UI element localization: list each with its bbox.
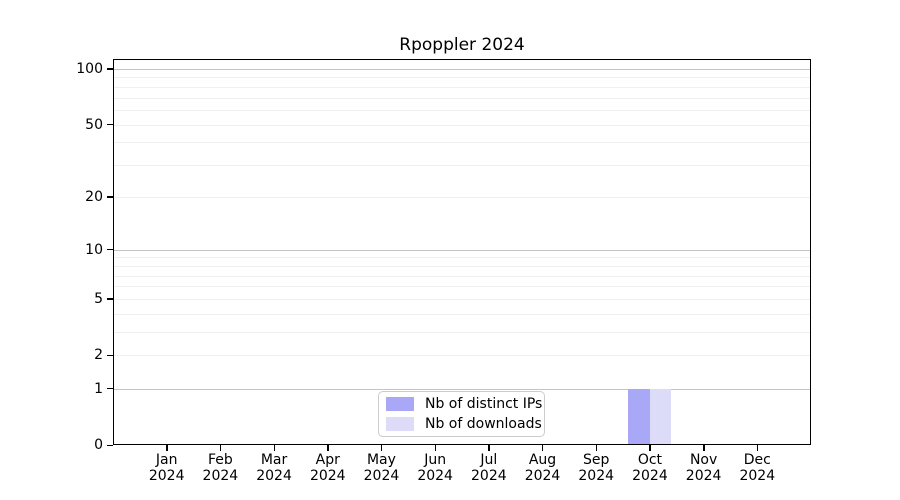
x-tick-mark	[595, 445, 598, 451]
x-tick-month: Oct	[637, 452, 663, 468]
x-tick-label: May 2024	[345, 452, 417, 484]
x-tick-label: Feb 2024	[184, 452, 256, 484]
x-tick-mark	[327, 445, 329, 451]
legend-label-distinct-ips: Nb of distinct IPs	[425, 396, 543, 412]
y-tick-mark	[107, 444, 113, 446]
x-tick-label: Sep 2024	[560, 452, 632, 484]
y-minor-gridline	[114, 355, 810, 357]
x-tick-year: 2024	[363, 468, 400, 484]
x-tick-label: Apr 2024	[292, 452, 364, 484]
x-tick-year: 2024	[148, 468, 185, 484]
x-tick-month: Mar	[260, 452, 288, 468]
legend-label-downloads: Nb of downloads	[425, 416, 542, 432]
chart-title: Rpoppler 2024	[399, 35, 525, 55]
y-minor-gridline	[114, 86, 810, 88]
y-tick-label: 2	[94, 347, 103, 364]
x-tick-year: 2024	[202, 468, 239, 484]
y-tick-mark	[107, 249, 113, 251]
x-tick-mark	[756, 445, 759, 451]
x-tick-year: 2024	[256, 468, 292, 484]
bar-downloads	[649, 388, 672, 444]
y-minor-gridline	[114, 332, 810, 334]
y-tick-mark	[107, 298, 113, 300]
x-tick-mark	[649, 445, 651, 451]
y-minor-gridline	[114, 313, 810, 315]
y-minor-gridline	[114, 298, 810, 300]
y-minor-gridline	[114, 77, 810, 79]
x-tick-label: Jan 2024	[131, 452, 203, 484]
x-tick-mark	[273, 445, 275, 451]
y-tick-mark	[107, 354, 113, 357]
x-tick-mark	[434, 445, 437, 451]
x-tick-label: Dec 2024	[721, 452, 793, 484]
x-tick-year: 2024	[739, 468, 776, 484]
legend-swatch-downloads	[386, 417, 414, 431]
x-tick-mark	[703, 445, 705, 451]
y-minor-gridline	[114, 97, 810, 99]
x-tick-year: 2024	[524, 468, 561, 484]
y-tick-mark	[107, 124, 113, 126]
x-tick-month: Jan	[155, 452, 178, 468]
x-tick-year: 2024	[632, 468, 668, 484]
y-tick-label: 0	[94, 437, 103, 453]
y-tick-mark	[107, 196, 113, 198]
y-minor-gridline	[114, 109, 810, 111]
x-tick-year: 2024	[471, 468, 507, 484]
legend-item-distinct-ips: Nb of distinct IPs	[386, 396, 542, 412]
x-tick-mark	[380, 445, 383, 451]
x-tick-year: 2024	[578, 468, 615, 484]
y-minor-gridline	[114, 275, 810, 277]
y-major-gridline	[114, 388, 810, 390]
x-tick-label: Oct 2024	[614, 452, 686, 484]
y-minor-gridline	[114, 165, 810, 167]
y-major-gridline	[114, 249, 810, 251]
y-minor-gridline	[114, 124, 810, 126]
x-tick-label: Mar 2024	[238, 452, 310, 484]
y-minor-gridline	[114, 142, 810, 144]
y-minor-gridline	[114, 265, 810, 267]
y-tick-mark	[107, 388, 113, 390]
bar-distinct-ips	[628, 388, 650, 444]
y-tick-label: 10	[85, 241, 103, 258]
y-tick-label: 20	[85, 188, 103, 205]
y-minor-gridline	[114, 286, 810, 288]
y-tick-label: 1	[94, 380, 103, 397]
y-tick-mark	[107, 68, 113, 70]
y-tick-label: 5	[94, 290, 103, 307]
x-tick-year: 2024	[417, 468, 453, 484]
y-tick-label: 50	[85, 116, 103, 133]
x-tick-year: 2024	[309, 468, 346, 484]
x-tick-label: Aug 2024	[507, 452, 579, 484]
legend-swatch-distinct-ips	[386, 397, 414, 411]
y-minor-gridline	[114, 257, 810, 259]
x-tick-year: 2024	[685, 468, 722, 484]
x-tick-label: Nov 2024	[668, 452, 740, 484]
x-tick-month: Sep	[583, 452, 610, 468]
x-tick-month: Dec	[743, 452, 771, 468]
x-tick-mark	[542, 445, 544, 451]
legend: Nb of distinct IPs Nb of downloads	[378, 391, 545, 437]
x-tick-month: May	[366, 452, 396, 468]
y-major-gridline	[114, 68, 810, 70]
x-tick-month: Nov	[689, 452, 718, 468]
x-tick-month: Jul	[480, 452, 498, 468]
x-tick-mark	[166, 445, 168, 451]
x-tick-mark	[219, 445, 222, 451]
y-minor-gridline	[114, 196, 810, 198]
x-tick-month: Jun	[424, 452, 447, 468]
x-tick-label: Jun 2024	[399, 452, 471, 484]
x-tick-month: Aug	[528, 452, 557, 468]
plot-area	[113, 59, 811, 445]
legend-item-downloads: Nb of downloads	[386, 416, 542, 432]
x-tick-month: Feb	[207, 452, 233, 468]
x-tick-mark	[488, 445, 490, 451]
x-tick-label: Jul 2024	[453, 452, 525, 484]
y-tick-label: 100	[76, 60, 103, 77]
x-tick-month: Apr	[315, 452, 340, 468]
